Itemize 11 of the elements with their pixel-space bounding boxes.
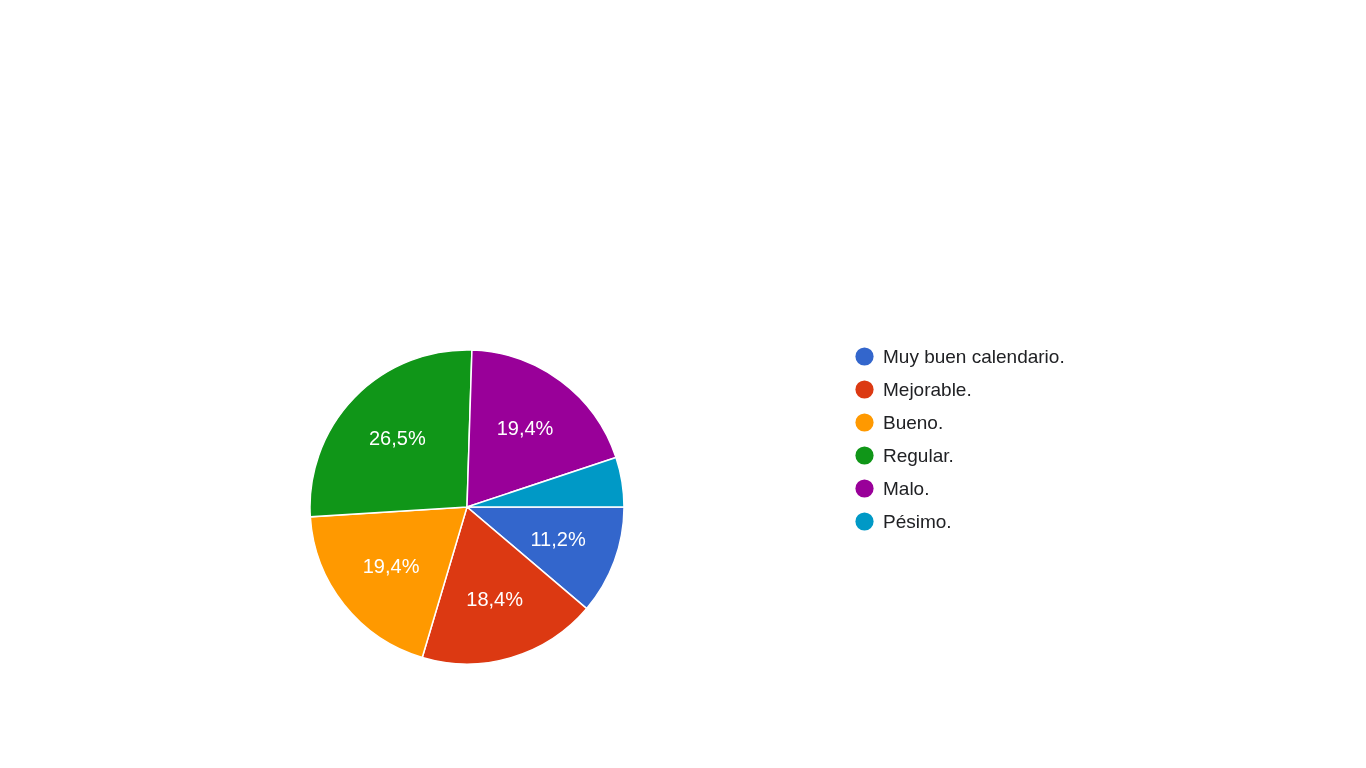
data-label: 26,5% [368,427,426,450]
legend-label: Muy buen calendario. [883,345,1065,367]
legend-label: Mejorable. [883,378,972,400]
data-label: 18,4% [466,587,524,610]
legend-label: Bueno. [883,411,944,433]
legend-label: Regular. [883,444,954,466]
data-label: 11,2% [530,528,586,551]
data-label: 19,4% [362,555,420,578]
legend-label: Pésimo. [883,510,952,532]
legend-label: Malo. [883,477,930,499]
data-label: 19,4% [496,417,554,440]
